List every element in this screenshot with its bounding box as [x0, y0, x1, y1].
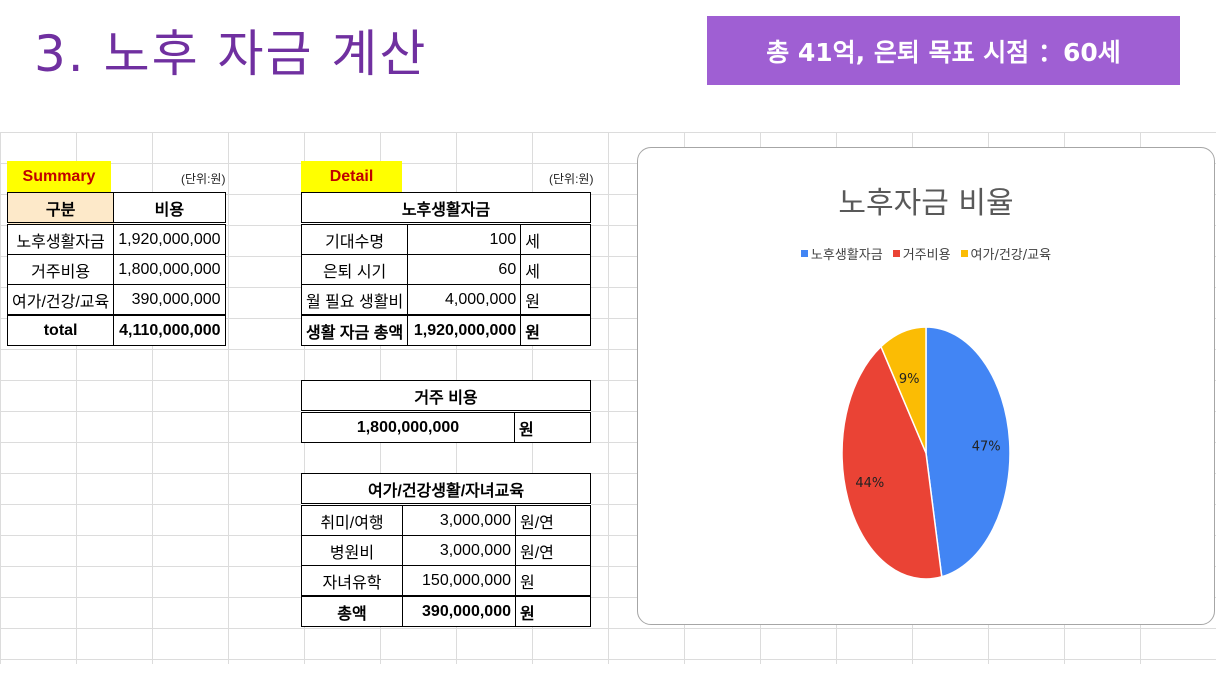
detail-row-value: 3,000,000	[402, 535, 516, 566]
summary-unit-note: (단위:원)	[181, 172, 226, 186]
pie-chart: 47% 44% 9%	[841, 326, 1011, 580]
legend-label: 노후생활자금	[810, 248, 883, 263]
leisure-total-label: 총액	[301, 595, 403, 627]
detail-row-label: 취미/여행	[301, 504, 403, 536]
table-row: 월 필요 생활비 4,000,000 원	[300, 284, 591, 316]
table-row: 노후생활자금 1,920,000,000	[6, 223, 226, 255]
total-banner: 총 41억, 은퇴 목표 시점 ：60세	[707, 16, 1180, 85]
legend-item: 노후생활자금	[800, 244, 883, 263]
pie-data-label: 47%	[972, 440, 1001, 455]
table-row: 은퇴 시기 60 세	[300, 254, 591, 285]
detail-row-label: 기대수명	[300, 223, 409, 255]
legend-label: 여가/건강/교육	[970, 248, 1052, 263]
leisure-total-value: 390,000,000	[402, 595, 516, 627]
table-row: 병원비 3,000,000 원/연	[301, 535, 591, 566]
summary-header-row: 구분 비용	[6, 192, 226, 225]
leisure-title: 여가/건강생활/자녀교육	[301, 473, 591, 506]
summary-row-value: 1,800,000,000	[113, 254, 226, 285]
living-funds-table: 노후생활자금 기대수명 100 세 은퇴 시기 60 세 월 필요 생활비 4,…	[300, 192, 591, 346]
table-row: 자녀유학 150,000,000 원	[301, 565, 591, 597]
summary-table: 구분 비용 노후생활자금 1,920,000,000 거주비용 1,800,00…	[6, 192, 226, 346]
summary-total-value: 4,110,000,000	[113, 314, 226, 346]
pie-slice-3[interactable]	[880, 326, 927, 454]
summary-total-row: total 4,110,000,000	[6, 314, 226, 346]
table-row: 취미/여행 3,000,000 원/연	[301, 504, 591, 536]
pie-data-label: 44%	[855, 476, 884, 491]
housing-table: 거주 비용 1,800,000,000 원	[301, 380, 591, 443]
legend-item: 여가/건강/교육	[960, 244, 1052, 263]
summary-header-cost: 비용	[113, 192, 226, 225]
living-total-label: 생활 자금 총액	[300, 314, 409, 346]
detail-row-label: 병원비	[301, 535, 403, 566]
summary-total-label: total	[6, 314, 115, 346]
leisure-total-row: 총액 390,000,000 원	[301, 595, 591, 627]
summary-row-value: 1,920,000,000	[113, 223, 226, 255]
detail-row-label: 자녀유학	[301, 565, 403, 597]
chart-card[interactable]: 노후자금 비율 노후생활자금 거주비용 여가/건강/교육 47% 44% 9%	[637, 147, 1215, 625]
summary-row-label: 여가/건강/교육	[6, 284, 115, 316]
detail-row-value: 3,000,000	[402, 504, 516, 536]
housing-unit: 원	[514, 411, 591, 443]
legend-swatch	[892, 250, 900, 257]
legend-swatch	[800, 250, 808, 257]
living-funds-header-row: 노후생활자금	[301, 192, 591, 225]
summary-row-label: 거주비용	[6, 254, 115, 285]
detail-row-unit: 세	[520, 223, 591, 255]
summary-header-category: 구분	[6, 192, 115, 225]
summary-tag: Summary	[7, 161, 111, 192]
table-row: 거주비용 1,800,000,000	[6, 254, 226, 285]
detail-row-label: 월 필요 생활비	[300, 284, 409, 316]
chart-title: 노후자금 비율	[838, 186, 1014, 221]
detail-row-unit: 원/연	[515, 504, 591, 536]
chart-legend: 노후생활자금 거주비용 여가/건강/교육	[638, 244, 1214, 263]
slide-title: 3. 노후 자금 계산	[34, 25, 428, 83]
detail-tag: Detail	[301, 161, 402, 192]
living-funds-total-row: 생활 자금 총액 1,920,000,000 원	[300, 314, 591, 346]
detail-unit-note: (단위:원)	[549, 172, 594, 186]
leisure-header-row: 여가/건강생활/자녀교육	[301, 473, 591, 506]
housing-title: 거주 비용	[301, 380, 591, 413]
detail-row-label: 은퇴 시기	[300, 254, 409, 285]
detail-row-value: 150,000,000	[402, 565, 516, 597]
living-total-value: 1,920,000,000	[407, 314, 522, 346]
detail-row-unit: 원	[520, 284, 591, 316]
detail-row-unit: 원/연	[515, 535, 591, 566]
housing-header-row: 거주 비용	[301, 380, 591, 413]
detail-row-unit: 세	[520, 254, 591, 285]
pie-data-label: 9%	[899, 372, 920, 387]
pie-slice-1[interactable]	[925, 326, 1011, 578]
legend-swatch	[960, 250, 968, 257]
detail-row-value: 4,000,000	[407, 284, 522, 316]
table-row: 여가/건강/교육 390,000,000	[6, 284, 226, 316]
pie-slice-2[interactable]	[841, 345, 943, 580]
summary-row-value: 390,000,000	[113, 284, 226, 316]
legend-label: 거주비용	[902, 248, 951, 263]
summary-row-label: 노후생활자금	[6, 223, 115, 255]
leisure-total-unit: 원	[515, 595, 591, 627]
living-total-unit: 원	[520, 314, 591, 346]
table-row: 1,800,000,000 원	[301, 411, 591, 443]
legend-item: 거주비용	[892, 244, 951, 263]
detail-row-value: 100	[407, 223, 522, 255]
table-row: 기대수명 100 세	[300, 223, 591, 255]
detail-row-unit: 원	[515, 565, 591, 597]
detail-row-value: 60	[407, 254, 522, 285]
living-funds-title: 노후생활자금	[301, 192, 591, 225]
leisure-table: 여가/건강생활/자녀교육 취미/여행 3,000,000 원/연 병원비 3,0…	[301, 473, 591, 627]
housing-value: 1,800,000,000	[301, 411, 515, 443]
